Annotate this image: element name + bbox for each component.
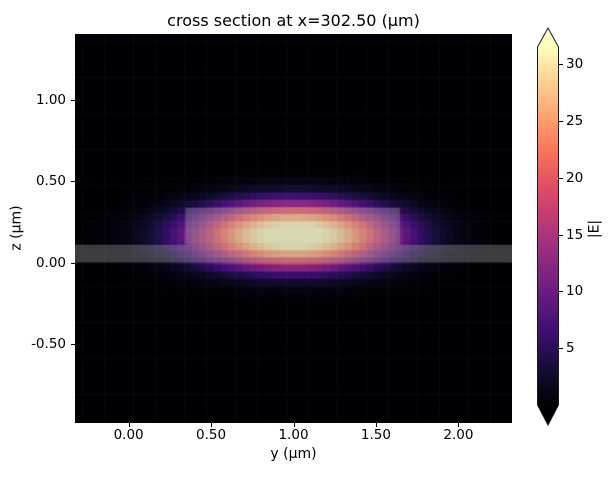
colorbar-tick-label: 30 <box>566 56 584 73</box>
y-tick-label: 0.50 <box>35 173 66 190</box>
colorbar-tick-label: 15 <box>566 226 584 243</box>
colorbar-tick-label: 25 <box>566 112 584 129</box>
colorbar-tick-label: 10 <box>566 283 584 300</box>
y-tick-mark <box>71 100 75 102</box>
colorbar-tick-mark <box>559 348 563 350</box>
x-tick-label: 1.50 <box>360 427 391 443</box>
colorbar-tick-label: 20 <box>566 169 584 186</box>
x-tick-mark <box>375 423 377 427</box>
x-axis-label: y (μm) <box>270 446 317 462</box>
colorbar-label-text: |E| <box>586 219 603 239</box>
x-tick-label: 0.00 <box>113 427 144 443</box>
y-tick-mark <box>71 343 75 345</box>
chart-title: cross section at x=302.50 (μm) <box>167 11 420 30</box>
x-tick-label: 0.50 <box>196 427 227 443</box>
colorbar-tick-mark <box>559 64 563 66</box>
x-tick-mark <box>211 423 213 427</box>
colorbar-tick-mark <box>559 291 563 293</box>
x-tick-mark <box>458 423 460 427</box>
y-tick-label: 0.00 <box>35 254 66 271</box>
y-tick-label: 1.00 <box>35 92 66 109</box>
colorbar-tick-mark <box>559 120 563 122</box>
x-tick-label: 1.00 <box>278 427 309 443</box>
y-axis-label-text: z (μm) <box>8 205 25 251</box>
colorbar-tick-label: 5 <box>566 340 575 357</box>
x-tick-mark <box>293 423 295 427</box>
colorbar-gradient-bar <box>537 26 559 427</box>
y-tick-mark <box>71 181 75 183</box>
y-tick-label: -0.50 <box>31 335 66 352</box>
x-tick-mark <box>128 423 130 427</box>
y-tick-mark <box>71 262 75 264</box>
colorbar-tick-mark <box>559 234 563 236</box>
x-tick-label: 2.00 <box>443 427 474 443</box>
heatmap-plot-area <box>75 34 512 423</box>
colorbar-tick-mark <box>559 177 563 179</box>
